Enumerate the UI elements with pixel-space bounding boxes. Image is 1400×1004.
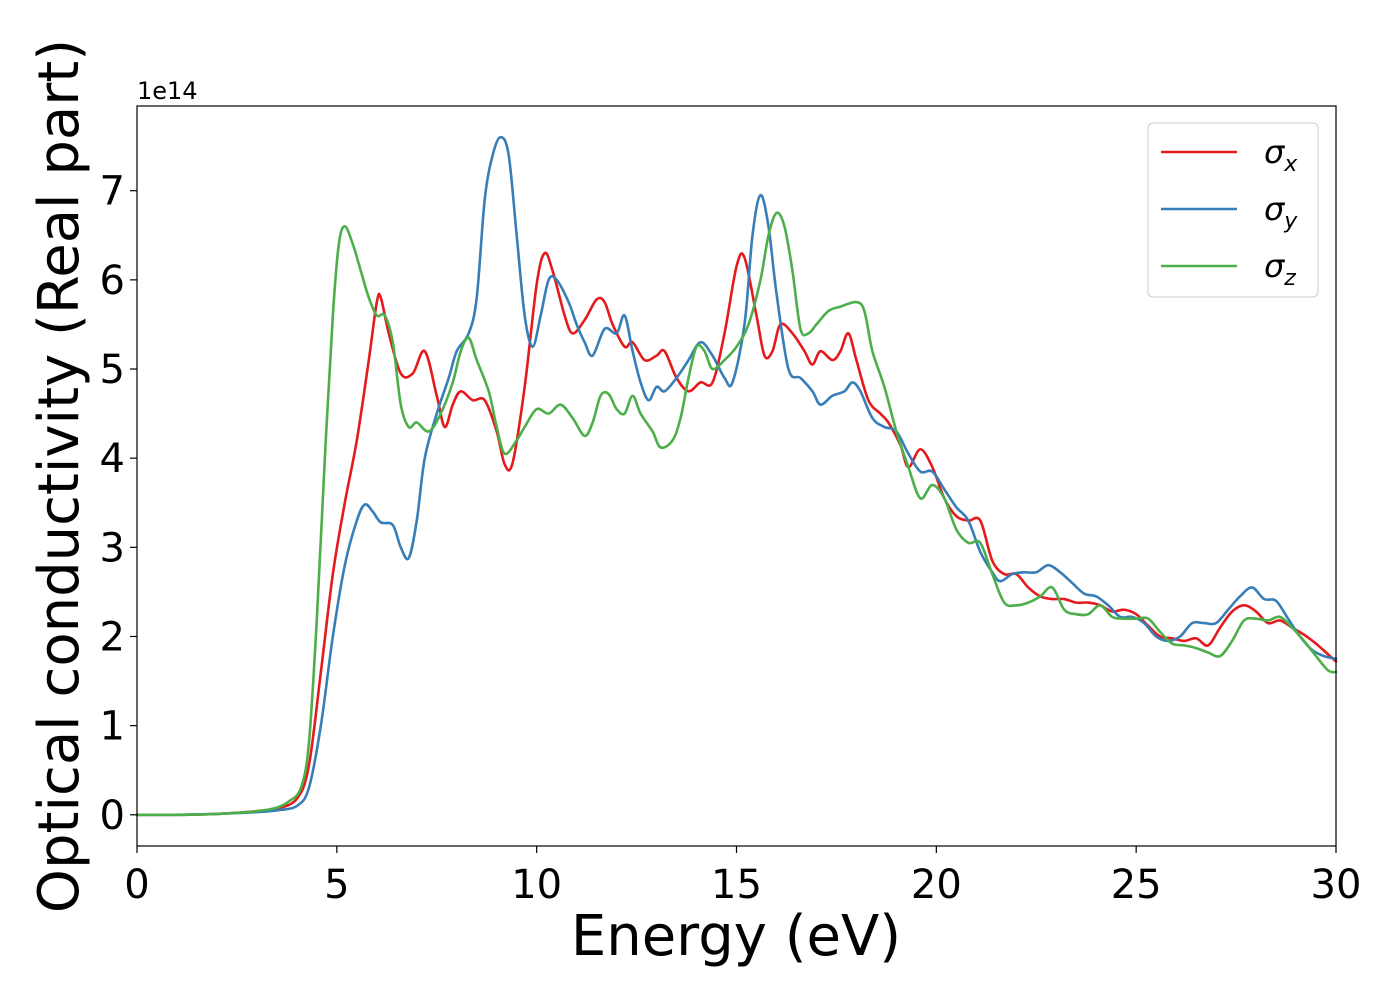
y-tick-label: 0	[100, 793, 125, 839]
x-tick-label: 15	[711, 862, 762, 908]
x-tick-label: 30	[1311, 862, 1362, 908]
y-tick-label: 1	[100, 704, 125, 750]
tick-layer: 0 5 10 15 20 25 30 0 1 2 3 4 5 6 7	[100, 169, 1362, 908]
y-tick-label: 6	[100, 258, 125, 304]
x-tick-label: 25	[1111, 862, 1162, 908]
legend-label-x: σx	[1264, 133, 1298, 177]
series-layer	[135, 135, 1338, 817]
legend-label-y: σy	[1264, 190, 1298, 234]
legend: σx σy σz	[1147, 122, 1319, 298]
x-tick-label: 20	[911, 862, 962, 908]
y-axis-offset-label: 1e14	[137, 77, 198, 105]
series-line-y	[135, 135, 1338, 817]
y-tick-label: 4	[100, 436, 125, 482]
legend-items: σx σy σz	[1161, 133, 1298, 291]
series-line-x	[135, 251, 1338, 817]
x-tick-label: 10	[511, 862, 562, 908]
x-axis-title: Energy (eV)	[571, 904, 901, 969]
x-tick-label: 5	[324, 862, 349, 908]
y-tick-label: 2	[100, 614, 125, 660]
series-line-z	[135, 211, 1338, 817]
y-tick-label: 3	[100, 525, 125, 571]
y-axis-title: Optical conductivity (Real part)	[27, 39, 92, 913]
y-tick-label: 5	[100, 347, 125, 393]
x-tick-label: 0	[124, 862, 149, 908]
y-tick-label: 7	[100, 169, 125, 215]
legend-label-z: σz	[1264, 247, 1296, 291]
